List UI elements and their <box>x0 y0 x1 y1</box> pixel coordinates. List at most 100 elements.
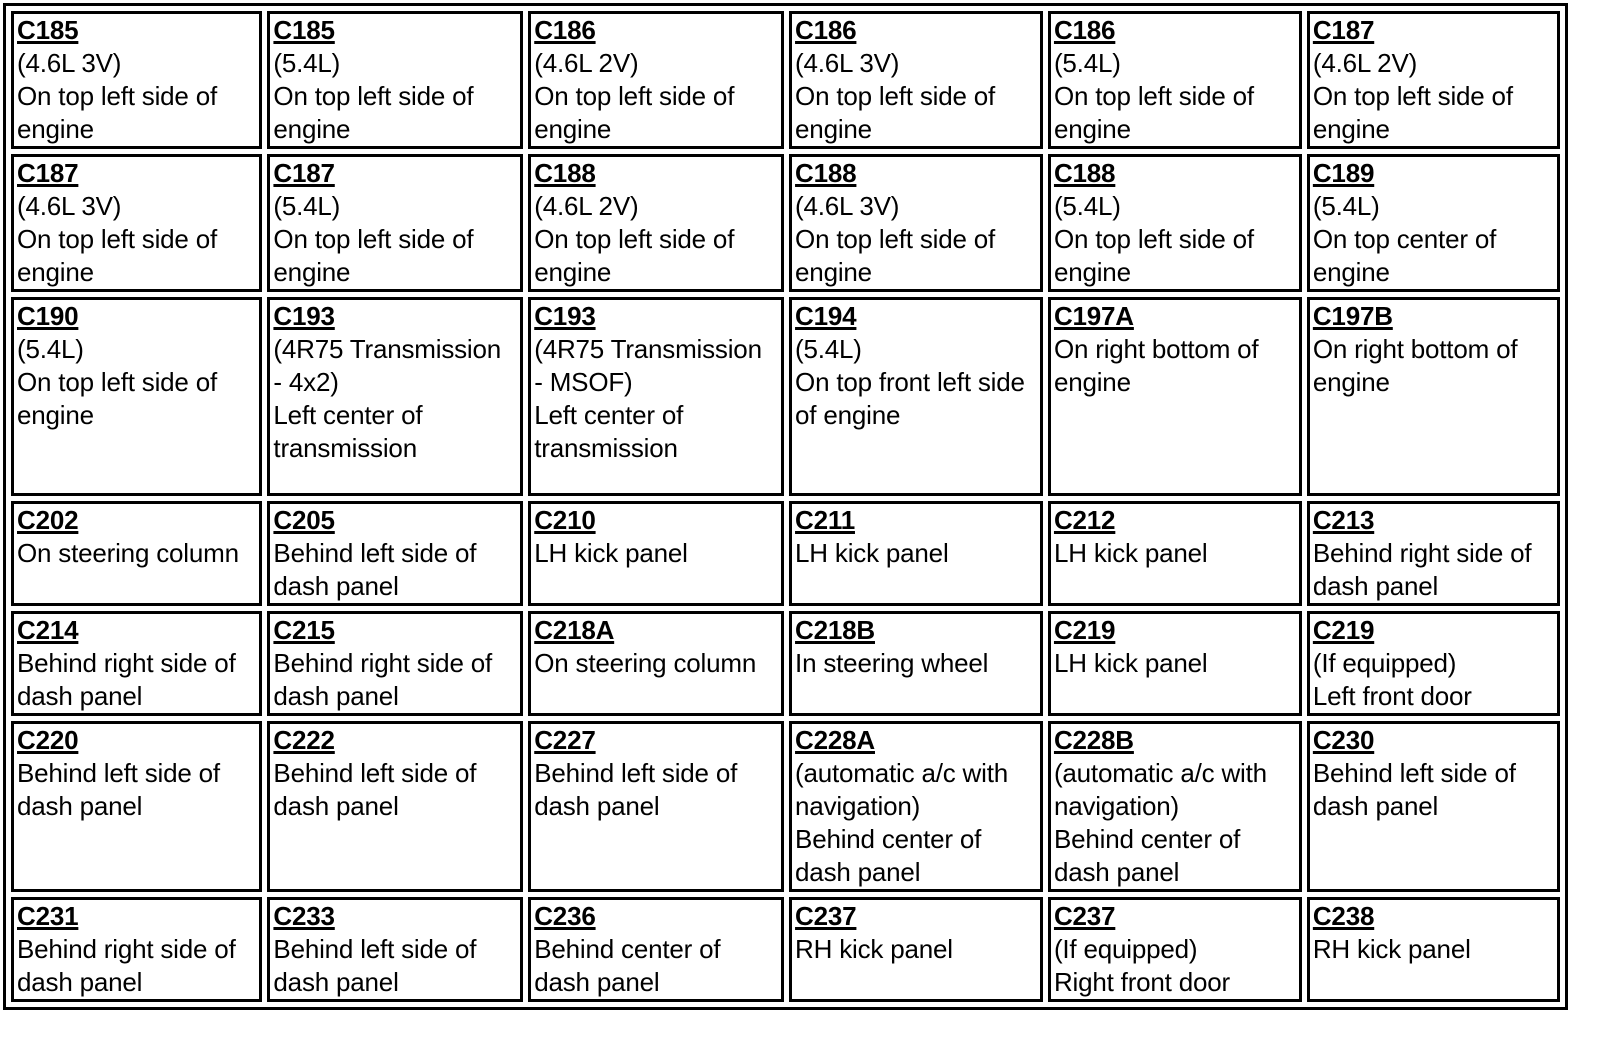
connector-cell: C233 Behind left side of dash panel <box>267 897 524 1002</box>
connector-cell: C237 RH kick panel <box>789 897 1043 1002</box>
connector-cell: C188 (4.6L 2V) On top left side of engine <box>528 154 785 292</box>
connector-cell: C197A On right bottom of engine <box>1047 297 1302 496</box>
connector-id: C185 <box>273 15 335 45</box>
connector-cell: C188 (5.4L) On top left side of engine <box>1047 154 1302 292</box>
connector-id: C197A <box>1053 301 1134 331</box>
connector-spec: (5.4L) <box>1053 48 1121 78</box>
connector-spec: (5.4L) <box>795 334 862 364</box>
connector-spec: (automatic a/c with navigation) <box>795 758 1008 821</box>
connector-cell: C236 Behind center of dash panel <box>528 897 785 1002</box>
connector-location: Left center of transmission <box>534 400 684 463</box>
connector-cell: C238 RH kick panel <box>1306 897 1560 1002</box>
connector-id: C220 <box>17 725 79 755</box>
connector-spec: (4.6L 3V) <box>795 48 900 78</box>
connector-id: C202 <box>17 505 79 535</box>
connector-location: In steering wheel <box>795 648 989 678</box>
connector-location: Behind left side of dash panel <box>17 758 220 821</box>
connector-location: On top center of engine <box>1312 224 1497 287</box>
connector-id: C218A <box>534 615 615 645</box>
connector-spec: (5.4L) <box>1312 191 1380 221</box>
connector-id: C218B <box>795 615 875 645</box>
table-row: C231 Behind right side of dash panel C233 B… <box>11 897 1560 1002</box>
connector-id: C188 <box>795 158 857 188</box>
connector-cell: C186 (5.4L) On top left side of engine <box>1047 11 1302 149</box>
connector-id: C190 <box>17 301 79 331</box>
connector-location: LH kick panel <box>534 538 688 568</box>
connector-spec: (4.6L 2V) <box>534 191 639 221</box>
connector-spec: (5.4L) <box>1053 191 1121 221</box>
connector-cell: C210 LH kick panel <box>528 501 785 606</box>
connector-location: On steering column <box>17 538 239 568</box>
connector-cell: C218A On steering column <box>528 611 785 716</box>
connector-id: C189 <box>1312 158 1375 188</box>
connector-spec: (4.6L 3V) <box>795 191 900 221</box>
connector-location: On top left side of engine <box>273 81 474 144</box>
connector-location: Behind left side of dash panel <box>273 758 477 821</box>
connector-id: C236 <box>534 901 596 931</box>
connector-id: C219 <box>1312 615 1375 645</box>
connector-id: C193 <box>273 301 335 331</box>
connector-cell: C185 (4.6L 3V) On top left side of engine <box>11 11 263 149</box>
connector-spec: (4.6L 2V) <box>1312 48 1418 78</box>
connector-spec: (If equipped) <box>1312 648 1457 678</box>
connector-location: Right front door <box>1053 967 1230 997</box>
connector-id: C219 <box>1053 615 1116 645</box>
connector-location: Left center of transmission <box>273 400 423 463</box>
connector-id: C228B <box>1053 725 1134 755</box>
connector-cell: C215 Behind right side of dash panel <box>267 611 524 716</box>
connector-location: Behind center of dash panel <box>795 824 982 887</box>
connector-cell: C202 On steering column <box>11 501 263 606</box>
connector-id: C193 <box>534 301 596 331</box>
connector-spec: (If equipped) <box>1053 934 1198 964</box>
connector-location: LH kick panel <box>1053 648 1208 678</box>
connector-location: Behind center of dash panel <box>534 934 721 997</box>
connector-location-table: C185 (4.6L 3V) On top left side of engine C… <box>3 3 1568 1010</box>
connector-location: Behind right side of dash panel <box>273 648 493 711</box>
connector-id: C228A <box>795 725 875 755</box>
connector-spec: (4.6L 3V) <box>17 48 122 78</box>
connector-cell: C186 (4.6L 2V) On top left side of engine <box>528 11 785 149</box>
connector-cell: C219 (If equipped) Left front door <box>1306 611 1560 716</box>
connector-spec: (5.4L) <box>17 334 84 364</box>
connector-id: C187 <box>17 158 79 188</box>
connector-cell: C237 (If equipped) Right front door <box>1047 897 1302 1002</box>
connector-location: Behind left side of dash panel <box>1312 758 1516 821</box>
connector-cell: C189 (5.4L) On top center of engine <box>1306 154 1560 292</box>
connector-location: On right bottom of engine <box>1053 334 1259 397</box>
connector-cell: C231 Behind right side of dash panel <box>11 897 263 1002</box>
connector-id: C222 <box>273 725 335 755</box>
connector-spec: (4R75 Transmission - MSOF) <box>534 334 762 397</box>
table-row: C190 (5.4L) On top left side of engine C193… <box>11 297 1560 496</box>
connector-cell: C186 (4.6L 3V) On top left side of engine <box>789 11 1043 149</box>
connector-cell: C219 LH kick panel <box>1047 611 1302 716</box>
connector-id: C186 <box>795 15 857 45</box>
connector-cell: C190 (5.4L) On top left side of engine <box>11 297 263 496</box>
table-row: C202 On steering column C205 Behind left si… <box>11 501 1560 606</box>
connector-location: On top left side of engine <box>534 224 735 287</box>
table-row: C220 Behind left side of dash panel C222 Be… <box>11 721 1560 892</box>
connector-id: C210 <box>534 505 596 535</box>
connector-cell: C185 (5.4L) On top left side of engine <box>267 11 524 149</box>
connector-location: On top left side of engine <box>1053 224 1254 287</box>
connector-cell: C228A (automatic a/c with navigation) Behi… <box>789 721 1043 892</box>
table-row: C187 (4.6L 3V) On top left side of engine C… <box>11 154 1560 292</box>
connector-id: C238 <box>1312 901 1375 931</box>
connector-cell: C205 Behind left side of dash panel <box>267 501 524 606</box>
connector-cell: C188 (4.6L 3V) On top left side of engine <box>789 154 1043 292</box>
connector-spec: (4.6L 2V) <box>534 48 639 78</box>
connector-location: Left front door <box>1312 681 1472 711</box>
connector-cell: C187 (5.4L) On top left side of engine <box>267 154 524 292</box>
connector-id: C227 <box>534 725 596 755</box>
connector-spec: (automatic a/c with navigation) <box>1053 758 1267 821</box>
connector-location: LH kick panel <box>1053 538 1208 568</box>
connector-spec: (5.4L) <box>273 191 341 221</box>
connector-cell: C214 Behind right side of dash panel <box>11 611 263 716</box>
connector-location: On right bottom of engine <box>1312 334 1518 397</box>
connector-location: On top left side of engine <box>17 367 217 430</box>
connector-cell: C220 Behind left side of dash panel <box>11 721 263 892</box>
connector-id: C205 <box>273 505 335 535</box>
connector-location: Behind right side of dash panel <box>17 648 236 711</box>
connector-location: Behind right side of dash panel <box>17 934 236 997</box>
connector-location: On top left side of engine <box>795 224 996 287</box>
connector-id: C233 <box>273 901 335 931</box>
